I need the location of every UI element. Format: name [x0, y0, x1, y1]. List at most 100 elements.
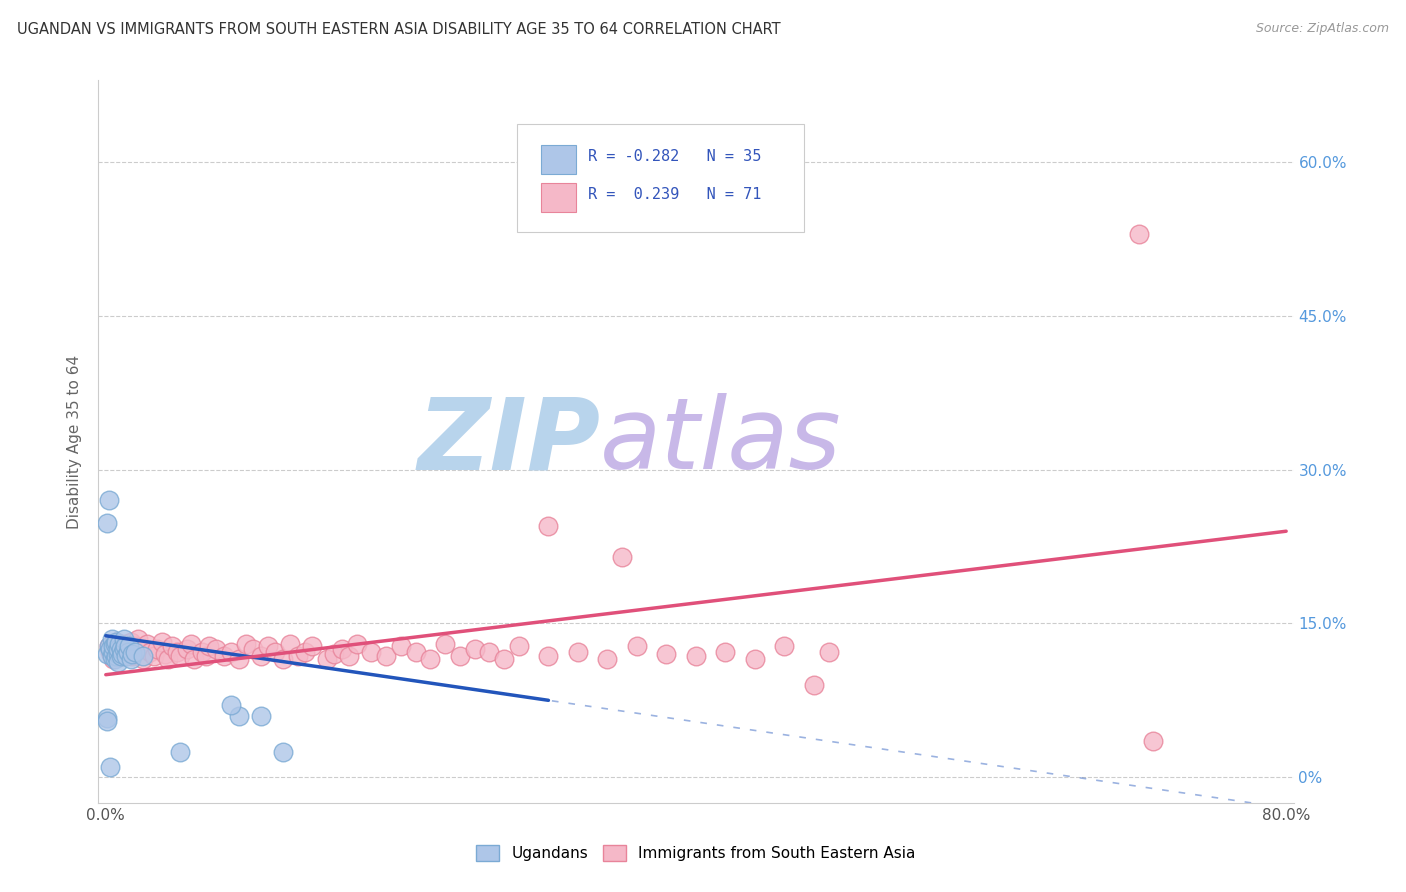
- Point: [131, 652, 153, 666]
- Point: [817, 645, 839, 659]
- Point: [166, 645, 188, 659]
- Point: [100, 649, 122, 664]
- Point: [150, 635, 173, 649]
- Text: atlas: atlas: [600, 393, 842, 490]
- Text: R =  0.239   N = 71: R = 0.239 N = 71: [589, 187, 762, 202]
- Point: [375, 649, 398, 664]
- Point: [212, 649, 235, 664]
- Point: [773, 639, 796, 653]
- Point: [110, 642, 132, 657]
- Point: [96, 647, 118, 661]
- FancyBboxPatch shape: [517, 124, 804, 232]
- Bar: [541, 183, 576, 211]
- Point: [1142, 734, 1164, 748]
- Point: [330, 642, 353, 657]
- Y-axis label: Disability Age 35 to 64: Disability Age 35 to 64: [67, 354, 83, 529]
- Point: [655, 647, 678, 661]
- Point: [111, 647, 134, 661]
- Point: [405, 645, 427, 659]
- Point: [160, 639, 183, 653]
- Point: [464, 642, 486, 657]
- Point: [494, 652, 516, 666]
- Point: [107, 642, 129, 657]
- Point: [271, 745, 294, 759]
- Point: [316, 652, 339, 666]
- Point: [626, 639, 648, 653]
- Point: [249, 708, 271, 723]
- Point: [101, 639, 124, 653]
- Point: [121, 649, 143, 664]
- Point: [242, 642, 264, 657]
- Point: [685, 649, 707, 664]
- Point: [131, 649, 153, 664]
- Point: [478, 645, 501, 659]
- Point: [98, 642, 121, 657]
- Point: [96, 711, 118, 725]
- Point: [114, 645, 136, 659]
- Point: [139, 645, 162, 659]
- Point: [567, 645, 589, 659]
- Point: [120, 635, 142, 649]
- Point: [537, 649, 560, 664]
- Point: [337, 649, 360, 664]
- Point: [180, 637, 202, 651]
- Point: [612, 549, 634, 564]
- Point: [183, 652, 205, 666]
- Point: [360, 645, 382, 659]
- Point: [124, 639, 146, 653]
- Point: [114, 639, 136, 653]
- Point: [434, 637, 457, 651]
- Point: [195, 649, 218, 664]
- Point: [1128, 227, 1150, 241]
- Text: R = -0.282   N = 35: R = -0.282 N = 35: [589, 149, 762, 163]
- Point: [97, 493, 120, 508]
- Point: [323, 647, 346, 661]
- Point: [419, 652, 441, 666]
- Point: [169, 745, 191, 759]
- Point: [714, 645, 737, 659]
- Point: [100, 632, 122, 646]
- Point: [389, 639, 412, 653]
- Point: [96, 714, 118, 728]
- Point: [108, 637, 131, 651]
- Point: [287, 649, 309, 664]
- Point: [146, 642, 169, 657]
- Text: ZIP: ZIP: [418, 393, 600, 490]
- Point: [124, 645, 146, 659]
- Point: [271, 652, 294, 666]
- Text: Source: ZipAtlas.com: Source: ZipAtlas.com: [1256, 22, 1389, 36]
- Point: [97, 639, 120, 653]
- Point: [219, 698, 242, 713]
- Point: [508, 639, 530, 653]
- Point: [105, 635, 128, 649]
- Bar: [541, 145, 576, 174]
- Point: [198, 639, 221, 653]
- Point: [257, 639, 280, 653]
- Point: [112, 637, 135, 651]
- Point: [596, 652, 619, 666]
- Point: [107, 647, 129, 661]
- Point: [235, 637, 257, 651]
- Point: [153, 647, 176, 661]
- Point: [110, 649, 132, 664]
- Point: [96, 516, 118, 530]
- Point: [115, 649, 138, 664]
- Point: [294, 645, 316, 659]
- Point: [112, 632, 135, 646]
- Point: [744, 652, 766, 666]
- Point: [127, 632, 149, 646]
- Point: [228, 652, 250, 666]
- Point: [104, 652, 127, 666]
- Point: [105, 635, 128, 649]
- Point: [278, 637, 301, 651]
- Point: [301, 639, 323, 653]
- Point: [537, 519, 560, 533]
- Point: [97, 639, 120, 653]
- Point: [101, 645, 124, 659]
- Point: [249, 649, 271, 664]
- Point: [156, 652, 179, 666]
- Point: [121, 647, 143, 661]
- Point: [117, 642, 139, 657]
- Point: [98, 760, 121, 774]
- Point: [110, 649, 132, 664]
